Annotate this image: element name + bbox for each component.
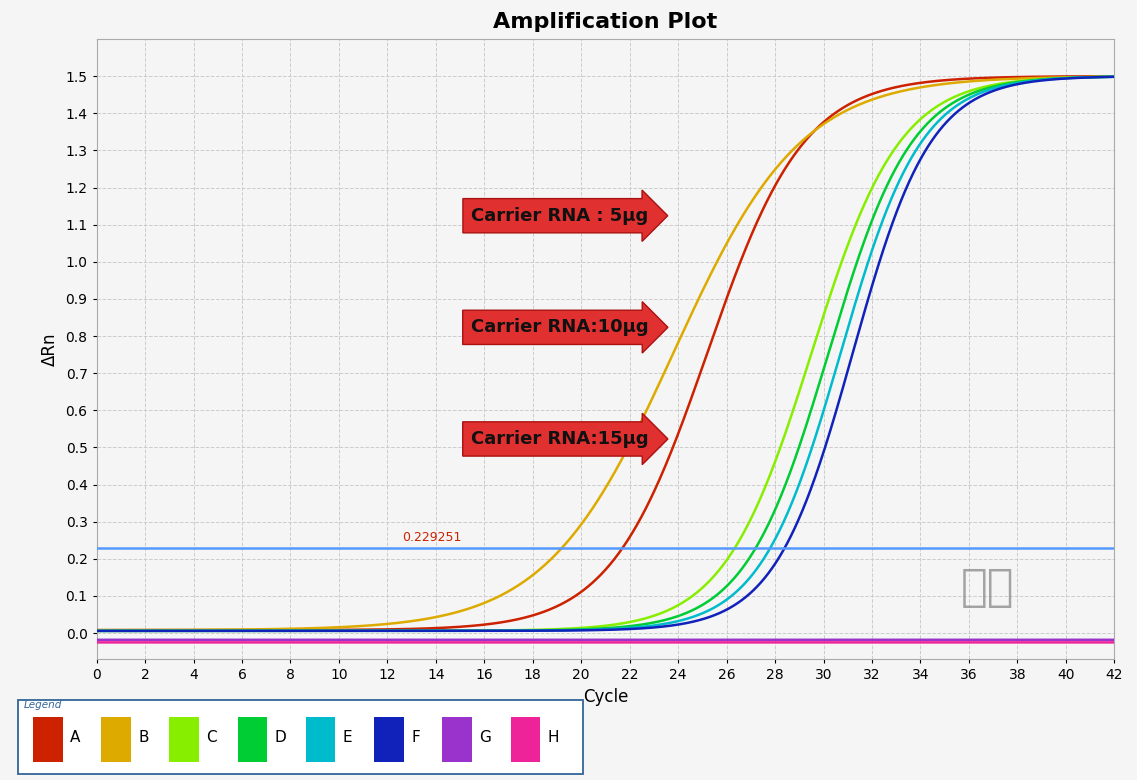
Text: 阴性: 阴性 bbox=[961, 566, 1014, 609]
Text: H: H bbox=[548, 729, 559, 745]
Bar bbox=[374, 717, 404, 762]
Text: B: B bbox=[139, 729, 149, 745]
Y-axis label: ΔRn: ΔRn bbox=[41, 332, 58, 366]
FancyBboxPatch shape bbox=[18, 700, 583, 774]
Bar bbox=[101, 717, 131, 762]
Text: D: D bbox=[275, 729, 287, 745]
Bar bbox=[33, 717, 63, 762]
Text: A: A bbox=[70, 729, 81, 745]
Text: 0.229251: 0.229251 bbox=[402, 531, 462, 544]
Bar bbox=[238, 717, 267, 762]
Text: Legend: Legend bbox=[24, 700, 63, 711]
Text: Carrier RNA:15μg: Carrier RNA:15μg bbox=[471, 430, 648, 448]
Bar bbox=[442, 717, 472, 762]
Text: Carrier RNA:10μg: Carrier RNA:10μg bbox=[471, 318, 648, 336]
Text: F: F bbox=[412, 729, 420, 745]
Bar bbox=[169, 717, 199, 762]
X-axis label: Cycle: Cycle bbox=[583, 688, 628, 706]
Text: G: G bbox=[480, 729, 491, 745]
Text: Carrier RNA : 5μg: Carrier RNA : 5μg bbox=[471, 207, 648, 225]
Text: C: C bbox=[207, 729, 217, 745]
Bar bbox=[511, 717, 540, 762]
Text: E: E bbox=[343, 729, 352, 745]
Title: Amplification Plot: Amplification Plot bbox=[493, 12, 717, 32]
Bar bbox=[306, 717, 335, 762]
